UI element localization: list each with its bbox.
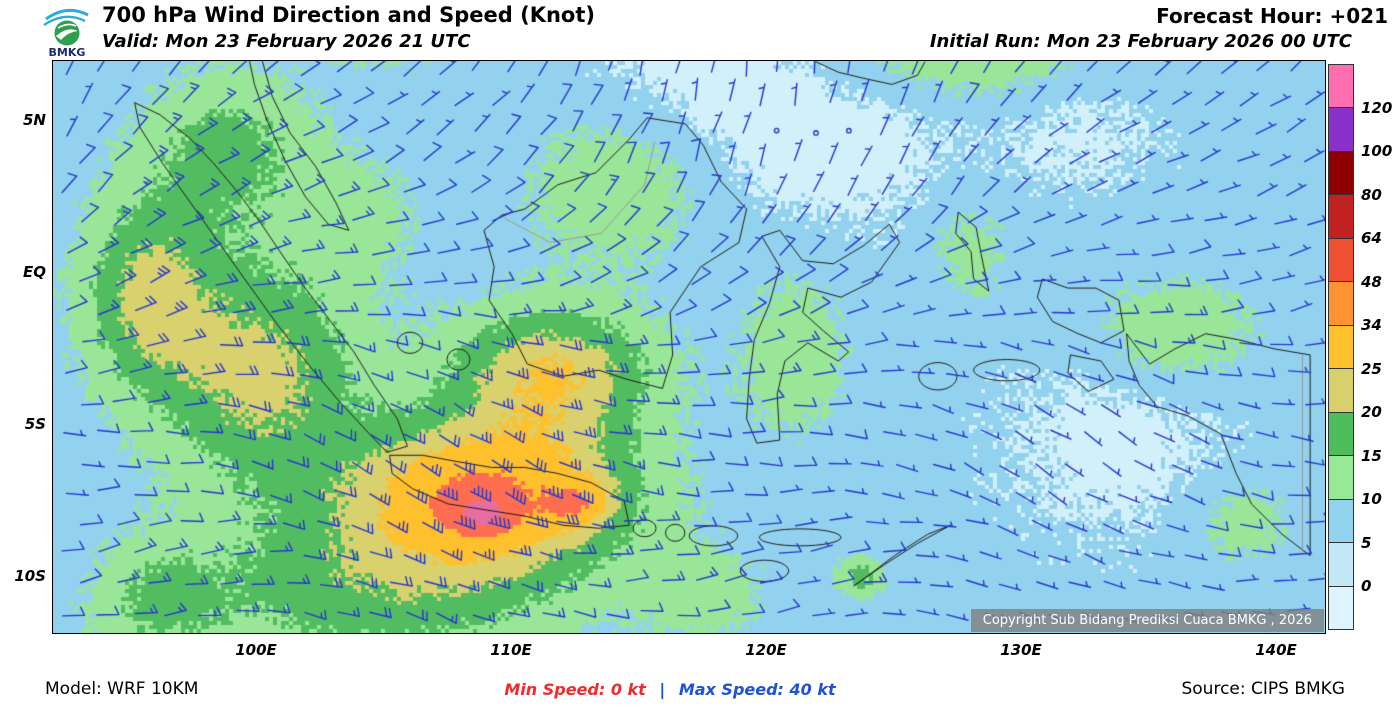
legend-value-label: 34 xyxy=(1361,316,1382,335)
wind-map: Copyright Sub Bidang Prediksi Cuaca BMKG… xyxy=(52,60,1326,634)
legend-value-label: 15 xyxy=(1361,446,1382,465)
lat-tick-label: 5S xyxy=(24,414,46,433)
initial-run-time: Initial Run: Mon 23 February 2026 00 UTC xyxy=(929,31,1352,52)
forecast-hour: Forecast Hour: +021 xyxy=(1156,4,1388,28)
legend-swatch xyxy=(1329,411,1353,456)
copyright-overlay: Copyright Sub Bidang Prediksi Cuaca BMKG… xyxy=(970,609,1324,632)
page-title: 700 hPa Wind Direction and Speed (Knot) xyxy=(102,3,595,27)
legend-value-label: 25 xyxy=(1361,359,1382,378)
legend-value-label: 48 xyxy=(1361,272,1382,291)
min-speed-label: Min Speed: 0 kt xyxy=(504,680,646,699)
legend-swatch xyxy=(1329,324,1353,369)
legend-swatch xyxy=(1329,585,1353,630)
legend-value-label: 120 xyxy=(1361,98,1393,117)
speed-separator: | xyxy=(659,680,666,699)
legend-value-label: 5 xyxy=(1361,533,1372,552)
bmkg-logo-text: BMKG xyxy=(49,46,86,58)
legend-swatch xyxy=(1329,237,1353,282)
lon-tick-label: 130E xyxy=(1000,641,1042,659)
lat-tick-label: 10S xyxy=(14,566,46,585)
legend-swatch xyxy=(1329,107,1353,151)
legend-swatch xyxy=(1329,368,1353,412)
source-label: Source: CIPS BMKG xyxy=(1181,679,1345,699)
legend-value-label: 100 xyxy=(1361,142,1393,161)
valid-time: Valid: Mon 23 February 2026 21 UTC xyxy=(102,31,471,52)
max-speed-label: Max Speed: 40 kt xyxy=(678,680,836,699)
legend-swatch xyxy=(1329,281,1353,325)
legend-swatch xyxy=(1329,65,1353,108)
model-label: Model: WRF 10KM xyxy=(45,679,199,699)
legend-value-label: 64 xyxy=(1361,229,1382,248)
lon-tick-label: 140E xyxy=(1255,641,1297,659)
legend-value-label: 0 xyxy=(1361,577,1372,596)
legend-swatch xyxy=(1329,194,1353,238)
legend-value-label: 20 xyxy=(1361,403,1382,422)
legend-value-label: 10 xyxy=(1361,490,1382,509)
legend-value-label: 80 xyxy=(1361,185,1382,204)
lat-tick-label: 5N xyxy=(23,110,46,129)
lon-tick-label: 110E xyxy=(490,641,532,659)
speed-summary: Min Speed: 0 kt | Max Speed: 40 kt xyxy=(0,680,1340,699)
wind-field-canvas xyxy=(53,61,1325,633)
lon-tick-label: 100E xyxy=(235,641,277,659)
legend-swatch xyxy=(1329,455,1353,499)
legend-colorbar xyxy=(1328,64,1354,630)
lon-tick-label: 120E xyxy=(745,641,787,659)
legend-swatch xyxy=(1329,542,1353,586)
legend-swatch xyxy=(1329,498,1353,543)
bmkg-logo: BMKG xyxy=(43,8,89,58)
legend-swatch xyxy=(1329,150,1353,195)
legend-labels: 120 100 80 64 48 34 25 20 15 10 5 0 xyxy=(1361,64,1399,630)
lat-tick-label: EQ xyxy=(23,262,46,281)
